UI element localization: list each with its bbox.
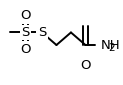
Text: NH: NH — [101, 39, 121, 52]
Text: O: O — [20, 43, 31, 56]
Text: S: S — [21, 26, 29, 39]
Text: O: O — [20, 9, 31, 22]
Text: O: O — [80, 59, 91, 72]
Text: 2: 2 — [108, 42, 115, 53]
Text: S: S — [38, 26, 46, 39]
